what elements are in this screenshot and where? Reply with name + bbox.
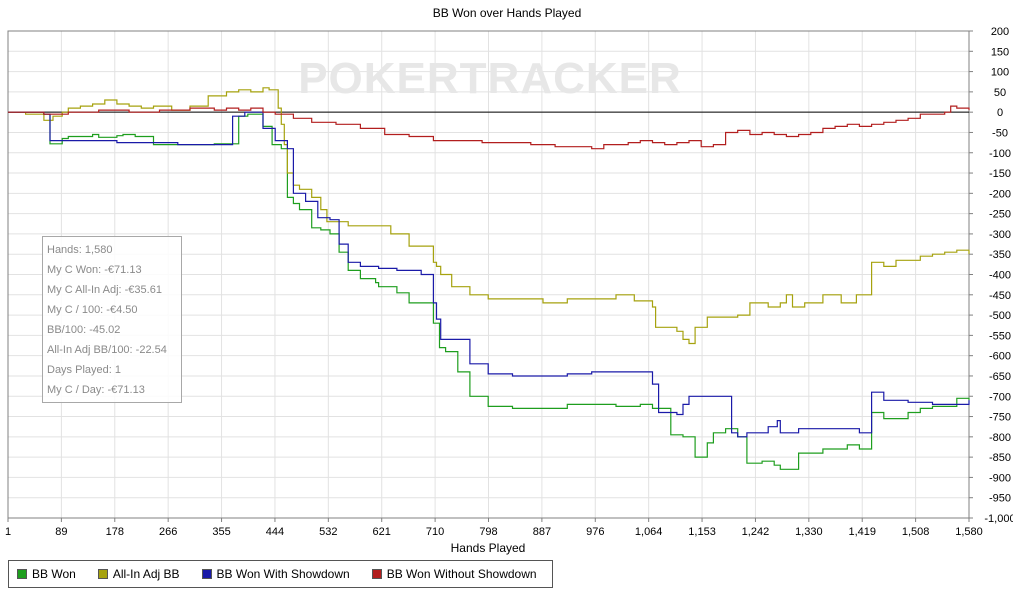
legend-label-all-in-adj-bb: All-In Adj BB xyxy=(112,567,180,581)
y-tick-label-4: 0 xyxy=(997,107,1003,119)
y-tick-label-20: -800 xyxy=(989,432,1011,444)
y-tick-label-10: -300 xyxy=(989,229,1011,241)
y-tick-label-3: 50 xyxy=(994,87,1006,99)
stats-allin-adj: My C All-In Adj: -€35.61 xyxy=(47,284,162,296)
x-tick-label-17: 1,508 xyxy=(902,526,930,538)
stats-box: Hands: 1,580 My C Won: -€71.13 My C All-… xyxy=(42,236,182,403)
series-line-3 xyxy=(8,105,970,150)
x-tick-label-18: 1,580 xyxy=(955,526,983,538)
legend-item-all-in-adj-bb[interactable]: All-In Adj BB xyxy=(97,567,180,581)
x-tick-label-16: 1,419 xyxy=(848,526,876,538)
x-tick-label-10: 887 xyxy=(533,526,551,538)
x-axis-title: Hands Played xyxy=(451,541,526,555)
x-tick-label-15: 1,330 xyxy=(795,526,823,538)
y-tick-label-1: 150 xyxy=(991,46,1009,58)
y-tick-label-9: -250 xyxy=(989,209,1011,221)
y-tick-label-16: -600 xyxy=(989,351,1011,363)
y-tick-label-14: -500 xyxy=(989,310,1011,322)
stats-per-100: My C / 100: -€4.50 xyxy=(47,304,138,316)
x-axis-ticks: 1 89 178 266 355 444 532 621 710 798 887 976 1,064 1,… xyxy=(5,518,983,538)
y-tick-label-21: -850 xyxy=(989,452,1011,464)
stats-won: My C Won: -€71.13 xyxy=(47,264,142,276)
stats-allin-bb-per-100: All-In Adj BB/100: -22.54 xyxy=(47,344,167,356)
y-tick-label-0: 200 xyxy=(991,26,1009,38)
legend: BB Won All-In Adj BB BB Won With Showdow… xyxy=(8,560,553,588)
x-tick-label-2: 178 xyxy=(106,526,124,538)
legend-swatch-bb-won-with-showdown xyxy=(201,569,212,579)
x-tick-label-5: 444 xyxy=(266,526,284,538)
legend-label-bb-won: BB Won xyxy=(32,567,76,581)
y-tick-label-23: -950 xyxy=(989,493,1011,505)
x-tick-label-14: 1,242 xyxy=(742,526,770,538)
legend-label-bb-won-without-showdown: BB Won Without Showdown xyxy=(386,567,537,581)
stats-days-played: Days Played: 1 xyxy=(47,364,121,376)
y-tick-label-18: -700 xyxy=(989,391,1011,403)
y-tick-label-19: -750 xyxy=(989,412,1011,424)
chart-title: BB Won over Hands Played xyxy=(433,6,582,20)
legend-swatch-all-in-adj-bb xyxy=(97,569,108,579)
series-line-2 xyxy=(8,111,970,438)
legend-swatch-bb-won xyxy=(17,569,27,579)
x-tick-label-8: 710 xyxy=(426,526,444,538)
x-tick-label-11: 976 xyxy=(586,526,604,538)
y-tick-label-6: -100 xyxy=(989,148,1011,160)
y-tick-label-12: -400 xyxy=(989,270,1011,282)
y-tick-label-5: -50 xyxy=(992,127,1008,139)
y-tick-label-17: -650 xyxy=(989,371,1011,383)
x-tick-label-0: 1 xyxy=(5,526,11,538)
y-tick-label-15: -550 xyxy=(989,330,1011,342)
x-tick-label-4: 355 xyxy=(212,526,230,538)
x-tick-label-9: 798 xyxy=(479,526,497,538)
legend-item-bb-won-without-showdown[interactable]: BB Won Without Showdown xyxy=(371,567,537,581)
y-axis-ticks: 200 150 100 50 0 -50 -100 -150 -200 -250 -300 -350 -… xyxy=(969,26,1013,525)
x-tick-label-7: 621 xyxy=(373,526,391,538)
x-tick-label-3: 266 xyxy=(159,526,177,538)
y-tick-label-24: -1,000 xyxy=(984,513,1013,525)
x-tick-label-1: 89 xyxy=(55,526,67,538)
watermark: POKERTRACKER xyxy=(298,54,682,103)
y-tick-label-11: -350 xyxy=(989,249,1011,261)
x-tick-label-6: 532 xyxy=(319,526,337,538)
stats-per-day: My C / Day: -€71.13 xyxy=(47,384,145,396)
series-layer xyxy=(8,87,970,470)
y-tick-label-22: -900 xyxy=(989,472,1011,484)
stats-hands: Hands: 1,580 xyxy=(47,244,113,256)
y-tick-label-2: 100 xyxy=(991,67,1009,79)
series-line-1 xyxy=(8,87,970,345)
legend-item-bb-won[interactable]: BB Won xyxy=(17,567,76,581)
y-tick-label-7: -150 xyxy=(989,168,1011,180)
y-tick-label-8: -200 xyxy=(989,188,1011,200)
legend-label-bb-won-with-showdown: BB Won With Showdown xyxy=(216,567,350,581)
legend-swatch-bb-won-without-showdown xyxy=(371,569,382,579)
x-tick-label-12: 1,064 xyxy=(635,526,663,538)
legend-item-bb-won-with-showdown[interactable]: BB Won With Showdown xyxy=(201,567,350,581)
stats-bb-per-100: BB/100: -45.02 xyxy=(47,324,121,336)
x-tick-label-13: 1,153 xyxy=(688,526,716,538)
y-tick-label-13: -450 xyxy=(989,290,1011,302)
